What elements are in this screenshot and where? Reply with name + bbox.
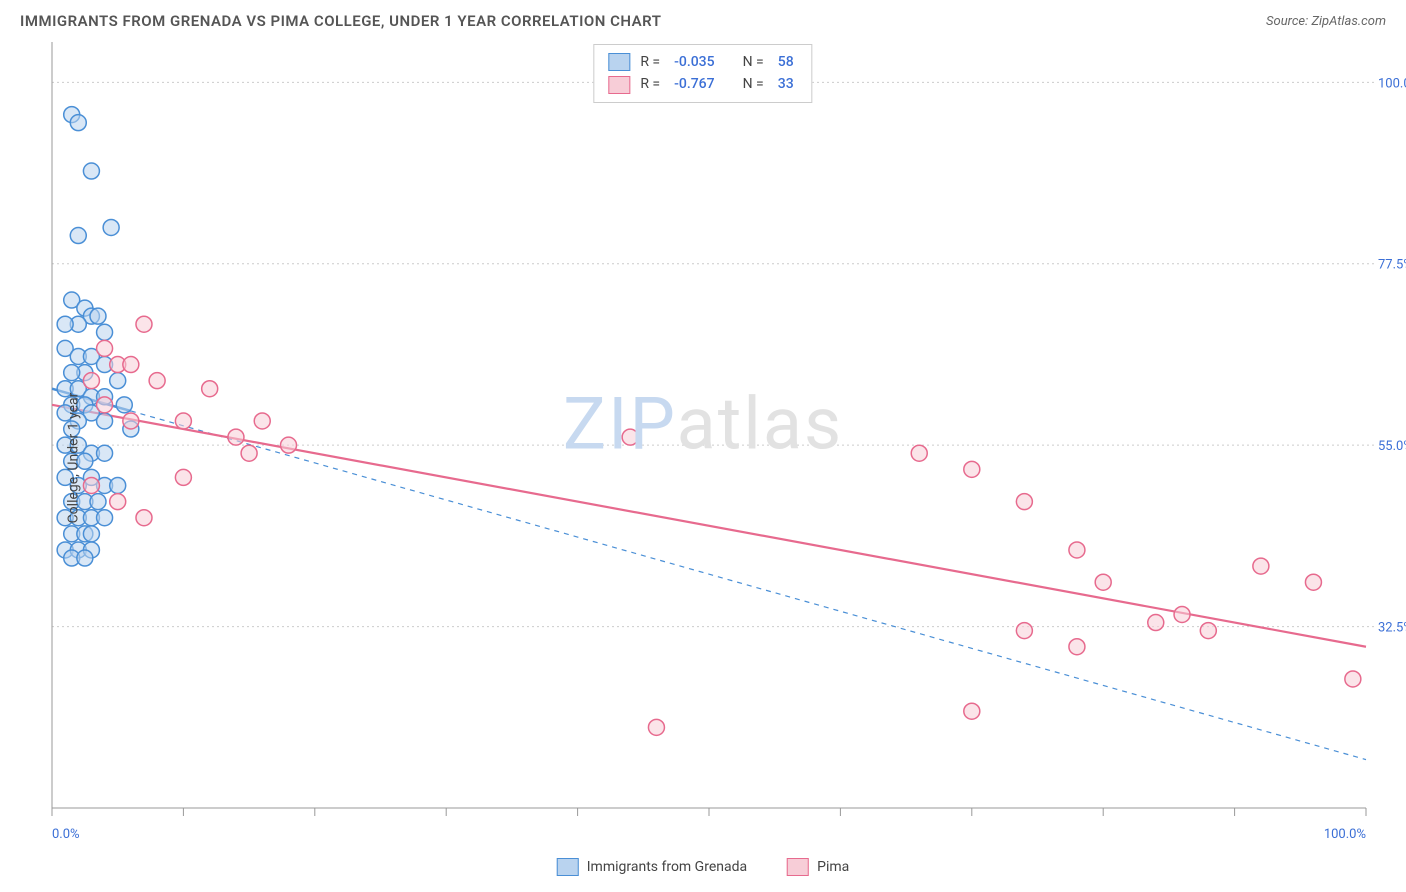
scatter-chart: 32.5% 55.0% 77.5% 100.0% 0.0% 100.0%: [0, 38, 1406, 878]
bottom-legend-item: Immigrants from Grenada: [557, 858, 747, 876]
source-credit: Source: ZipAtlas.com: [1266, 14, 1386, 29]
bottom-legend-label: Pima: [817, 859, 849, 875]
bottom-legend-label: Immigrants from Grenada: [587, 859, 747, 875]
svg-text:77.5%: 77.5%: [1378, 258, 1406, 273]
source-link[interactable]: ZipAtlas.com: [1311, 14, 1386, 29]
svg-text:55.0%: 55.0%: [1378, 439, 1406, 454]
series-legend: Immigrants from Grenada Pima: [557, 858, 850, 876]
legend-r-value-pima: -0.767: [670, 73, 718, 95]
svg-text:100.0%: 100.0%: [1324, 827, 1366, 842]
bottom-legend-item: Pima: [787, 858, 849, 876]
svg-text:32.5%: 32.5%: [1378, 621, 1406, 636]
bottom-legend-swatch: [787, 858, 809, 876]
legend-swatch-pima: [608, 76, 630, 94]
chart-title: IMMIGRANTS FROM GRENADA VS PIMA COLLEGE,…: [20, 12, 661, 30]
y-axis-label: College, Under 1 year: [65, 393, 81, 524]
legend-swatch-grenada: [608, 53, 630, 71]
correlation-legend: R = -0.035 N = 58 R = -0.767 N = 33: [593, 44, 812, 103]
legend-row-pima: R = -0.767 N = 33: [608, 73, 797, 95]
source-prefix: Source:: [1266, 14, 1311, 29]
legend-n-label: N =: [743, 51, 764, 73]
legend-r-label: R =: [640, 51, 660, 73]
bottom-legend-swatch: [557, 858, 579, 876]
svg-text:100.0%: 100.0%: [1378, 76, 1406, 91]
legend-n-value-grenada: 58: [774, 51, 798, 73]
svg-text:0.0%: 0.0%: [52, 827, 80, 842]
legend-n-label: N =: [743, 73, 764, 95]
legend-r-label: R =: [640, 73, 660, 95]
legend-r-value-grenada: -0.035: [670, 51, 718, 73]
legend-row-grenada: R = -0.035 N = 58: [608, 51, 797, 73]
legend-n-value-pima: 33: [774, 73, 798, 95]
